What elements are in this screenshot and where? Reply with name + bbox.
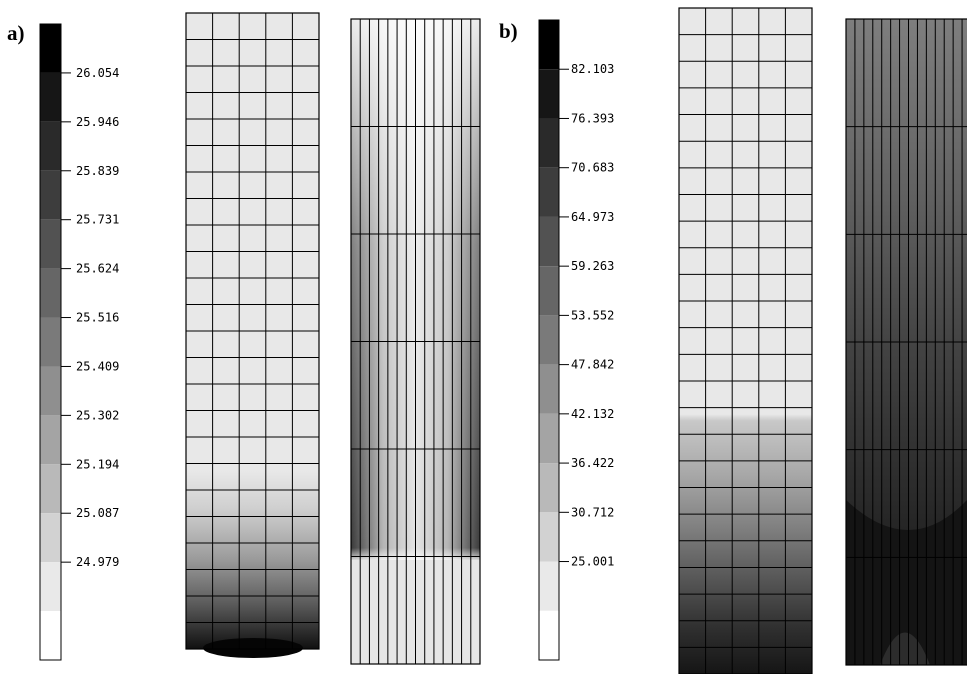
panel-b-level-label: 30.712 (571, 505, 614, 519)
panel-b-legend-swatch (539, 315, 559, 365)
panel-b-legend-swatch (539, 216, 559, 267)
panel-a-mesh-contour-plot (185, 12, 320, 658)
panel-b-legend-swatch (539, 167, 559, 217)
panel-a-legend-swatch (40, 415, 61, 465)
panel-b-level-label: 70.683 (571, 161, 614, 175)
panel-b-legend-swatch (539, 463, 559, 513)
panel-b-legend-swatch (539, 20, 559, 70)
panel-b-legend-swatch (539, 610, 559, 660)
panel-a-level-label: 25.194 (76, 457, 119, 471)
panel-a-color-legend: 26.054 25.946 25.839 25.731 25.624 25.516 25.4… (39, 23, 119, 661)
panel-a-level-label: 25.624 (76, 262, 119, 276)
panel-b-level-label: 47.842 (571, 358, 614, 372)
panel-a-level-label: 26.054 (76, 66, 119, 80)
panel-b-level-label: 42.132 (571, 407, 614, 421)
panel-a-legend-swatch (40, 170, 61, 220)
panel-b-legend-swatch (539, 413, 559, 464)
panel-b-level-label: 53.552 (571, 308, 614, 322)
panel-a-level-label: 25.087 (76, 506, 119, 520)
panel-a-level-label: 25.731 (76, 213, 119, 227)
panel-b-legend-swatch (539, 512, 559, 562)
panel-a-level-label: 25.946 (76, 115, 119, 129)
panel-a-legend-swatch (40, 24, 61, 73)
panel-a-legend-swatch (40, 611, 61, 660)
panel-b-legend-swatch (539, 118, 559, 168)
panel-b-legend-swatch (539, 561, 559, 611)
panel-a-level-label: 25.516 (76, 311, 119, 325)
panel-a-legend-swatch (40, 268, 61, 318)
panel-a-legend-swatch (40, 219, 61, 269)
panel-b-label: b) (499, 19, 518, 43)
panel-b-level-label: 76.393 (571, 111, 614, 125)
panel-b-legend-swatch (539, 364, 559, 414)
panel-a-legend-swatch (40, 562, 61, 612)
panel-b-legend-swatch (539, 69, 559, 119)
panel-a-legend-swatch (40, 366, 61, 416)
panel-a-legend-swatch (40, 317, 61, 367)
panel-b-color-legend: 82.103 76.393 70.683 64.973 59.263 53.552 47.8… (538, 19, 614, 661)
panel-b-level-label: 25.001 (571, 555, 614, 569)
panel-b-level-label: 36.422 (571, 456, 614, 470)
panel-a-legend-swatch (40, 121, 61, 171)
panel-b-level-label: 64.973 (571, 210, 614, 224)
panel-a-level-label: 25.839 (76, 164, 119, 178)
panel-b-legend-swatch (539, 266, 559, 316)
panel-b-level-label: 59.263 (571, 259, 614, 273)
panel-b-mesh-contour-plot (678, 7, 813, 674)
panel-a-legend-swatch (40, 513, 61, 563)
panel-a-legend-swatch (40, 464, 61, 514)
panel-b-level-label: 82.103 (571, 62, 614, 76)
panel-b-fine-mesh-plot (845, 18, 967, 666)
panel-a-fine-mesh-plot (350, 18, 481, 665)
panel-a-label: a) (7, 21, 25, 45)
panel-a-level-label: 24.979 (76, 555, 119, 569)
panel-a-level-label: 25.302 (76, 408, 119, 422)
panel-a-legend-swatch (40, 72, 61, 122)
panel-a-level-label: 25.409 (76, 359, 119, 373)
